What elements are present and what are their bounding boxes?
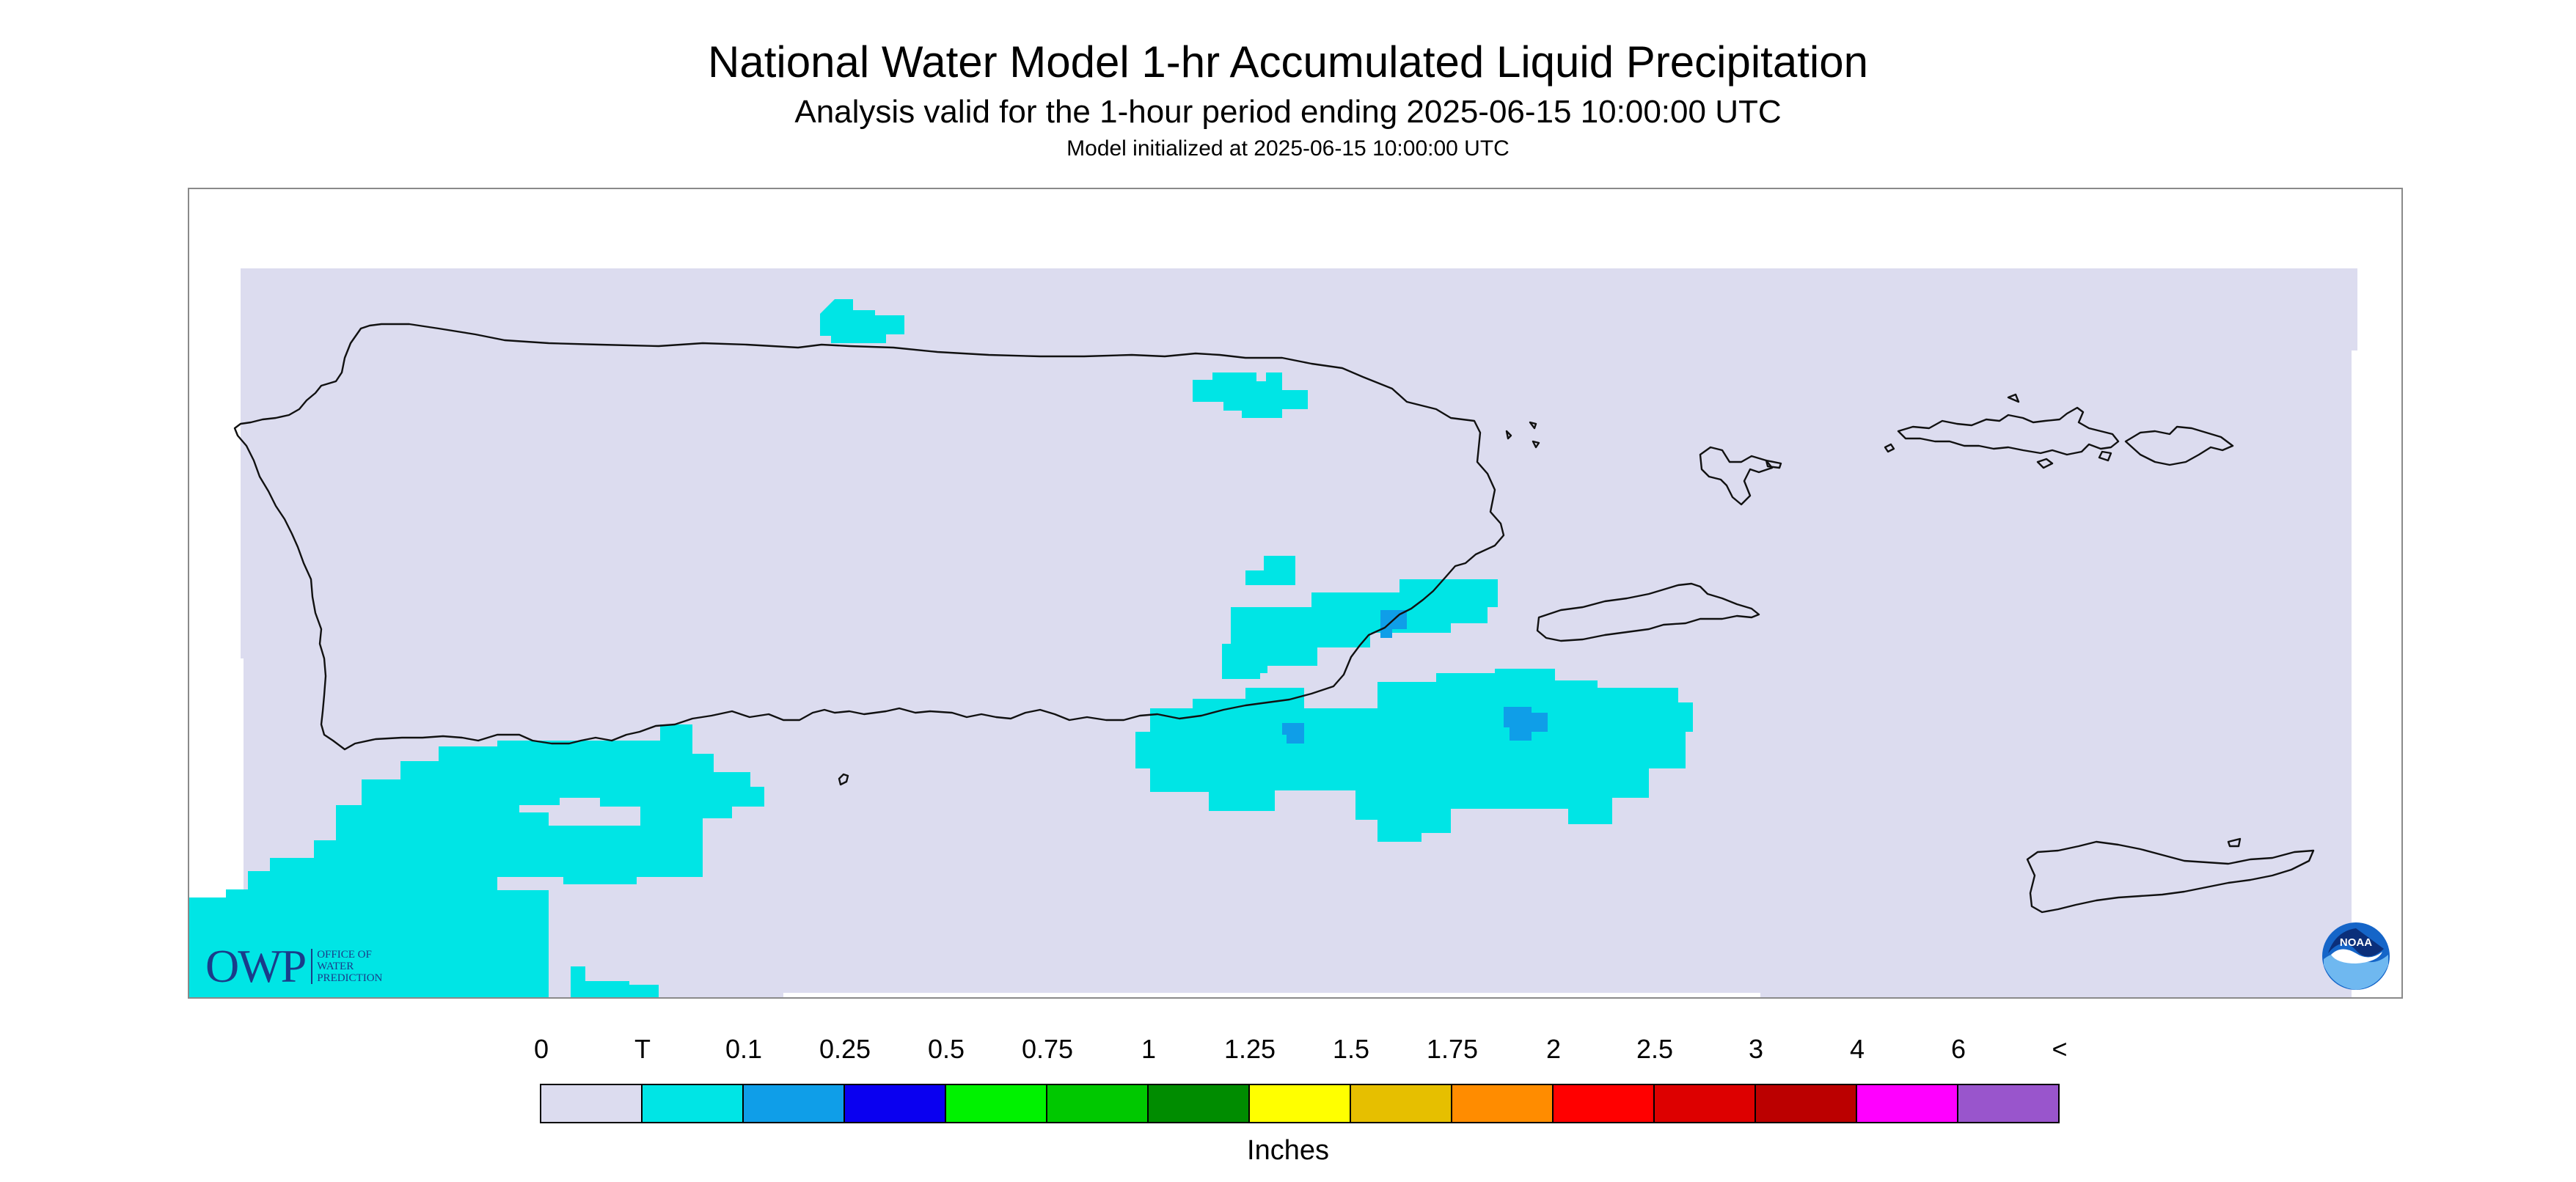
legend-swatch (1047, 1085, 1149, 1122)
st-croix-outline (2026, 840, 2315, 914)
legend-swatch (1958, 1085, 2058, 1122)
legend-label: 0 (533, 1034, 549, 1064)
owp-line-3: PREDICTION (317, 972, 383, 984)
map-panel: OWP OFFICE OF WATER PREDICTION NOAA (188, 188, 2403, 999)
noaa-logo-text: NOAA (2340, 936, 2372, 949)
legend-label: 1.5 (1332, 1034, 1370, 1064)
legend-colorbar (540, 1084, 2060, 1123)
legend-swatch (1756, 1085, 1857, 1122)
legend-swatch (1452, 1085, 1554, 1122)
coastlines (233, 323, 2315, 914)
owp-line-1: OFFICE OF (317, 949, 372, 961)
legend-label: 3 (1748, 1034, 1764, 1064)
legend-label: 0.25 (819, 1034, 871, 1064)
owp-logo-mark: OWP (205, 940, 307, 992)
legend-swatch (1554, 1085, 1655, 1122)
legend-swatch (541, 1085, 643, 1122)
legend-labels: 0 T 0.1 0.25 0.5 0.75 1 1.25 1.5 1.75 2 2.5 3 4 6 < (0, 1034, 2576, 1071)
map-subtitle: Analysis valid for the 1-hour period end… (794, 94, 1782, 130)
legend-label: 0.5 (927, 1034, 965, 1064)
vieques-outline (1536, 582, 1760, 642)
culebra-outline (1699, 446, 1774, 506)
legend-swatch (744, 1085, 845, 1122)
owp-line-2: WATER (317, 961, 354, 972)
legend-label: 1 (1141, 1034, 1157, 1064)
legend-label: 6 (1950, 1034, 1966, 1064)
owp-logo-subtext: OFFICE OF WATER PREDICTION (311, 949, 382, 984)
legend-swatch (1250, 1085, 1351, 1122)
legend-units: Inches (1247, 1135, 1329, 1166)
legend-swatch (845, 1085, 946, 1122)
legend-label: 1.25 (1223, 1034, 1276, 1064)
legend-label: < (2052, 1034, 2068, 1064)
map-title: National Water Model 1-hr Accumulated Li… (708, 37, 1868, 87)
legend-swatch (1655, 1085, 1756, 1122)
st-thomas-outline (1897, 406, 2120, 456)
precip-trace-areas (189, 299, 1693, 997)
legend-label: T (634, 1034, 651, 1064)
legend-label: 4 (1849, 1034, 1865, 1064)
model-init-line: Model initialized at 2025-06-15 10:00:00… (1066, 136, 1510, 161)
legend-swatch (1351, 1085, 1452, 1122)
noaa-logo: NOAA (2322, 922, 2390, 990)
st-john-outline (2124, 425, 2234, 466)
legend-label: 2.5 (1636, 1034, 1674, 1064)
puerto-rico-outline (233, 323, 1505, 751)
owp-logo: OWP OFFICE OF WATER PREDICTION (205, 940, 382, 992)
legend-swatch (1857, 1085, 1958, 1122)
precipitation-map (189, 268, 2357, 997)
legend-swatch (643, 1085, 744, 1122)
legend-label: 0.75 (1021, 1034, 1074, 1064)
legend-label: 1.75 (1426, 1034, 1479, 1064)
legend-swatch (946, 1085, 1047, 1122)
precip-light-areas (1282, 610, 1548, 744)
legend-swatch (1149, 1085, 1250, 1122)
legend-label: 0.1 (725, 1034, 763, 1064)
legend-label: 2 (1545, 1034, 1562, 1064)
